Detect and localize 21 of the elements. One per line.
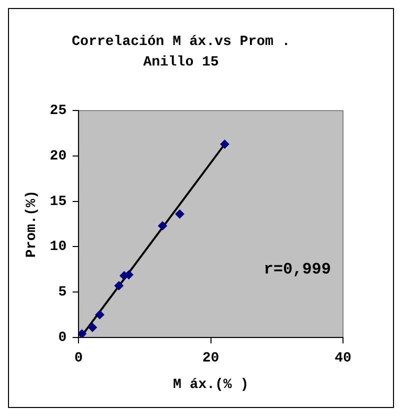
y-tick-label: 0 — [58, 330, 67, 346]
y-tick-label: 25 — [50, 103, 67, 120]
y-tick-label: 15 — [50, 194, 67, 210]
x-axis-title: M áx.(% ) — [172, 377, 249, 394]
y-axis-title: Prom.(%) — [24, 190, 40, 258]
x-tick-label: 20 — [202, 350, 220, 366]
point — [158, 221, 168, 230]
y-tick-label: 20 — [50, 148, 67, 164]
point — [220, 140, 230, 149]
point — [88, 322, 97, 332]
chart-title: Correlación M áx.vs Prom . — [72, 34, 290, 50]
x-tick-label: 40 — [334, 350, 352, 366]
point — [78, 329, 86, 338]
point — [175, 210, 184, 219]
point — [95, 310, 104, 320]
chart-subtitle: Anillo 15 — [143, 54, 219, 71]
point — [114, 281, 124, 290]
annotation: r=0,999 — [264, 260, 331, 278]
y-tick-label: 10 — [50, 239, 67, 256]
y-tick-label: 5 — [58, 284, 67, 301]
x-tick-label: 0 — [74, 350, 83, 366]
